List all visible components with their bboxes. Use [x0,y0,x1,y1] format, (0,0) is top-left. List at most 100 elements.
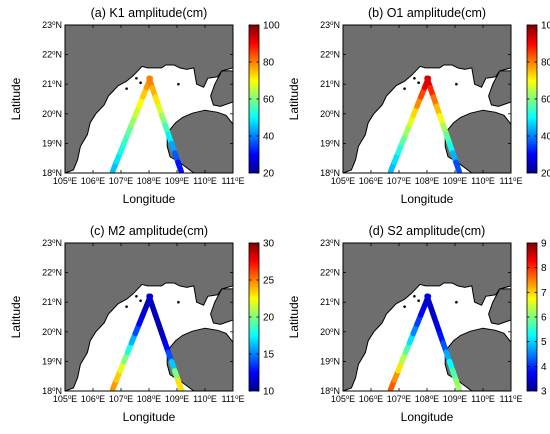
map-panel-1: (a) K1 amplitude(cm) 105oE 106oE 107oE 108oE… [9,6,280,206]
x-axis-label: Longitude [401,192,454,206]
island-dot [125,305,128,308]
y-tick-label: 18oN [42,168,62,178]
x-tick-label: 111oE [221,394,244,404]
x-tick-label: 105oE [53,394,77,404]
colorbar-tick-label: 40 [263,132,275,143]
x-tick-label: 108oE [415,176,439,186]
colorbar-tick-label: 5 [541,337,547,348]
y-tick-label: 19oN [42,138,62,148]
x-tick-label: 111oE [499,394,522,404]
leizhou-peninsula [210,288,233,325]
x-axis-label: Longitude [123,192,176,206]
mainland-coast [343,243,511,391]
map-area: 105oE 106oE 107oE 108oE 109oE 110oE 111oE 18oN 1… [320,20,522,186]
y-tick-label: 18oN [320,386,340,396]
track-descending-segment [453,159,462,173]
map-area: 105oE 106oE 107oE 108oE 109oE 110oE 111oE 18oN 1… [42,238,244,404]
island-dot [417,299,420,303]
y-tick-label: 21oN [320,297,340,307]
colorbar-tick-label: 80 [263,58,275,69]
x-tick-label: 109oE [165,394,189,404]
panel-title: (d) S2 amplitude(cm) [369,224,486,238]
island-dot [135,294,138,298]
x-tick-label: 111oE [499,176,522,186]
x-tick-label: 110oE [193,176,217,186]
y-tick-label: 19oN [320,356,340,366]
y-tick-label: 18oN [320,168,340,178]
x-tick-label: 111oE [221,176,244,186]
leizhou-peninsula [488,288,511,325]
track-descending-segment [453,377,462,391]
map-content [65,25,233,173]
x-tick-label: 109oE [443,394,467,404]
colorbar: 10 15 20 25 30 [248,239,275,398]
x-tick-label: 106oE [359,394,383,404]
x-tick-label: 107oE [109,394,133,404]
x-tick-label: 106oE [359,176,383,186]
colorbar: 20 40 60 80 100 [526,21,550,180]
hainan-island [444,109,511,173]
colorbar-tick-label: 7 [541,288,547,299]
y-tick-label: 20oN [42,327,62,337]
y-axis-label: Latitude [9,77,23,120]
y-axis-label: Latitude [9,295,23,338]
colorbar: 3 4 5 6 7 8 9 [526,239,547,398]
y-tick-label: 22oN [42,268,62,278]
y-tick-label: 21oN [42,79,62,89]
island-dot [455,300,458,304]
x-tick-label: 110oE [471,176,495,186]
y-tick-label: 21oN [42,297,62,307]
map-content [65,243,233,391]
leizhou-peninsula [210,70,233,107]
map-panel-3: (c) M2 amplitude(cm) 105oE 106oE 107oE 108oE… [9,224,275,424]
map-area: 105oE 106oE 107oE 108oE 109oE 110oE 111oE 18oN 1… [42,20,244,186]
x-tick-label: 106oE [81,176,105,186]
colorbar-tick-label: 15 [263,350,275,361]
y-tick-label: 20oN [320,327,340,337]
map-content [343,25,511,173]
x-axis-label: Longitude [401,410,454,424]
colorbar-tick-label: 30 [263,239,275,250]
track-descending-segment [175,377,184,391]
y-tick-label: 20oN [320,109,340,119]
y-tick-label: 21oN [320,79,340,89]
island-dot [125,87,128,90]
colorbar-tick-label: 10 [263,387,275,398]
colorbar-tick-label: 9 [541,239,547,250]
map-area: 105oE 106oE 107oE 108oE 109oE 110oE 111oE 18oN 1… [320,238,522,404]
x-tick-label: 105oE [331,394,355,404]
mainland-coast [65,25,233,173]
island-dot [177,300,180,304]
colorbar-tick-label: 40 [541,132,550,143]
hainan-island [166,327,233,391]
hainan-island [444,327,511,391]
map-panel-2: (b) O1 amplitude(cm) 105oE 106oE 107oE 108oE… [287,6,550,206]
colorbar-tick-label: 25 [263,276,275,287]
colorbar-tick-label: 20 [263,313,275,324]
x-tick-label: 110oE [471,394,495,404]
colorbar-tick-label: 4 [541,362,547,373]
island-dot [177,82,180,86]
y-tick-label: 22oN [320,268,340,278]
island-dot [413,294,416,298]
island-dot [135,76,138,80]
colorbar-tick-label: 80 [541,58,550,69]
panel-title: (c) M2 amplitude(cm) [90,224,208,238]
panel-title: (b) O1 amplitude(cm) [368,6,486,20]
colorbar-tick-label: 8 [541,263,547,274]
y-tick-label: 23oN [42,20,62,30]
x-tick-label: 108oE [137,394,161,404]
y-tick-label: 18oN [42,386,62,396]
hainan-island [166,109,233,173]
colorbar-tick-label: 3 [541,387,547,398]
y-axis-label: Latitude [287,295,301,338]
y-tick-label: 23oN [320,238,340,248]
x-tick-label: 107oE [387,176,411,186]
track-descending-segment [175,159,184,173]
colorbar-tick-label: 60 [541,95,550,106]
y-tick-label: 22oN [42,50,62,60]
island-dot [455,82,458,86]
colorbar-tick-label: 20 [263,169,275,180]
x-tick-label: 106oE [81,394,105,404]
